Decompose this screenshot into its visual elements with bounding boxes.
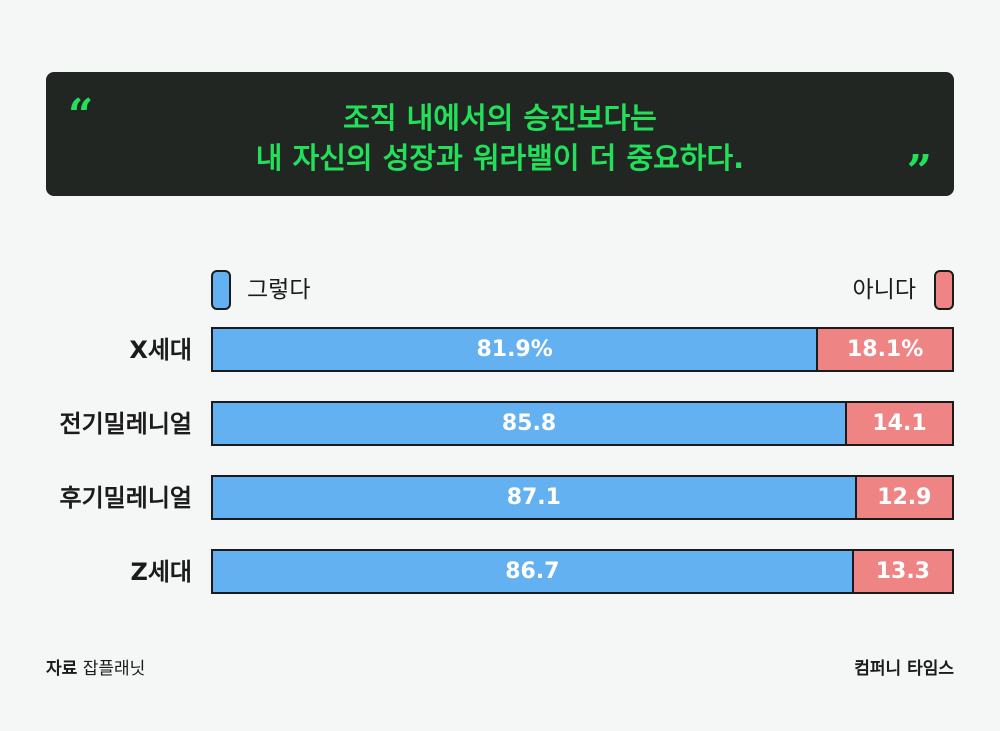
legend-label-yes: 그렇다 xyxy=(247,277,311,303)
publisher-name: 컴퍼니 타임스 xyxy=(854,659,954,679)
category-label: X세대 xyxy=(129,336,192,364)
legend-swatch-yes xyxy=(211,270,231,310)
close-quote-icon: ” xyxy=(906,146,932,197)
legend-swatch-no xyxy=(934,270,954,310)
bar-segment-yes: 81.9% xyxy=(213,329,819,370)
source-name: 잡플래닛 xyxy=(82,659,146,679)
bar-segment-no: 14.1 xyxy=(847,403,952,444)
bar-row: 87.1 12.9 xyxy=(211,475,954,520)
category-label: 후기밀레니얼 xyxy=(59,484,192,512)
bar-row: 86.7 13.3 xyxy=(211,549,954,594)
source-prefix: 자료 xyxy=(46,659,78,679)
bar-row: 85.8 14.1 xyxy=(211,401,954,446)
bar-segment-yes: 85.8 xyxy=(213,403,848,444)
open-quote-icon: “ xyxy=(68,90,94,141)
bar-segment-no: 12.9 xyxy=(856,477,952,518)
bar-segment-yes: 86.7 xyxy=(213,551,854,592)
bar-segment-no: 13.3 xyxy=(853,551,952,592)
headline-banner: “ 조직 내에서의 승진보다는 내 자신의 성장과 워라밸이 더 중요하다. ” xyxy=(46,72,954,196)
bar-row: 81.9% 18.1% xyxy=(211,327,954,372)
headline-line-2: 내 자신의 성장과 워라밸이 더 중요하다. xyxy=(255,141,745,175)
legend-label-no: 아니다 xyxy=(852,277,916,303)
headline: 조직 내에서의 승진보다는 내 자신의 성장과 워라밸이 더 중요하다. xyxy=(46,98,954,178)
category-label: Z세대 xyxy=(130,558,192,586)
bar-segment-no: 18.1% xyxy=(818,329,952,370)
source-credit: 자료 잡플래닛 xyxy=(46,654,145,679)
category-label: 전기밀레니얼 xyxy=(59,410,192,438)
headline-line-1: 조직 내에서의 승진보다는 xyxy=(343,101,657,135)
bar-segment-yes: 87.1 xyxy=(213,477,857,518)
